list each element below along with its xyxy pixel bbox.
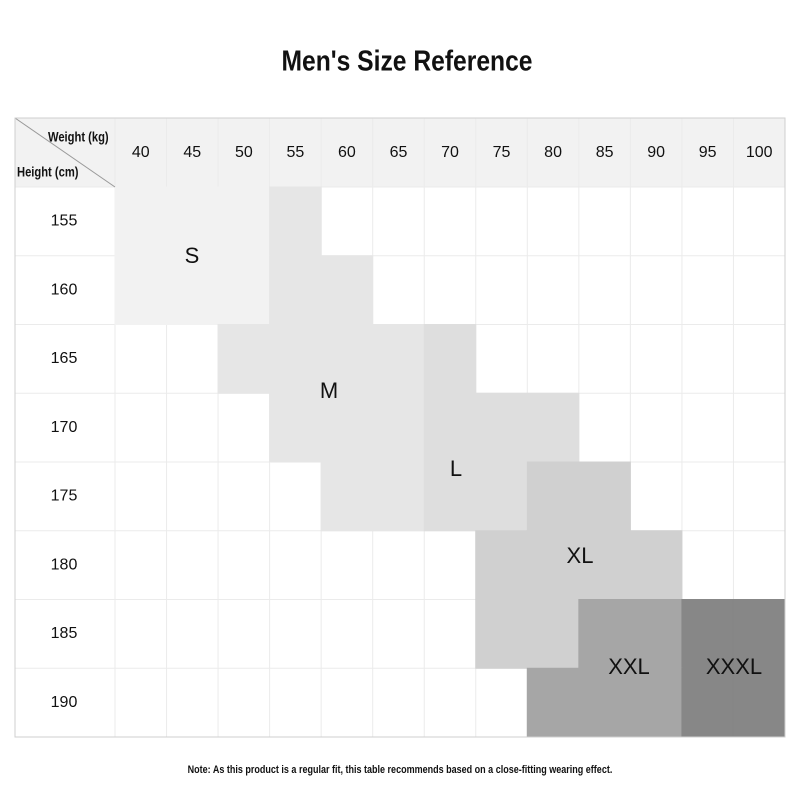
size-cell	[217, 186, 271, 257]
weight-label: 90	[647, 144, 665, 161]
size-cell	[475, 599, 528, 669]
size-cell	[269, 392, 322, 463]
height-label: 180	[51, 556, 78, 573]
weight-label: 85	[596, 144, 614, 161]
size-cell	[269, 186, 322, 257]
header-row	[15, 118, 785, 187]
size-cell	[372, 392, 425, 463]
corner-diagonal	[14, 117, 116, 188]
height-label: 165	[51, 350, 78, 367]
size-cell	[114, 186, 168, 257]
weight-label: 80	[544, 144, 562, 161]
height-label: 190	[51, 694, 78, 711]
height-header: Height (cm)	[17, 165, 78, 180]
size-cell	[269, 255, 322, 325]
size-cell	[629, 667, 683, 738]
height-label: 175	[51, 488, 78, 505]
size-cell	[423, 392, 477, 463]
size-cell	[526, 392, 580, 463]
size-label: S	[185, 243, 200, 268]
size-cell	[423, 461, 477, 532]
size-cell	[320, 461, 374, 532]
weight-label: 70	[441, 144, 459, 161]
size-cell	[372, 324, 425, 394]
size-cell	[732, 599, 786, 669]
size-label: L	[450, 456, 462, 481]
size-cell	[681, 667, 734, 738]
weight-label: 60	[338, 144, 356, 161]
weight-header: Weight (kg)	[48, 130, 109, 145]
size-cell	[320, 392, 374, 463]
size-cell	[578, 530, 631, 600]
height-label: 155	[51, 213, 78, 230]
size-cell	[526, 599, 580, 669]
height-label: 160	[51, 281, 78, 298]
size-cell	[217, 324, 271, 394]
size-cell	[269, 324, 322, 394]
size-cell	[114, 255, 168, 325]
size-cell	[475, 392, 528, 463]
height-label: 185	[51, 625, 78, 642]
size-label: XL	[567, 543, 594, 568]
weight-label: 45	[183, 144, 201, 161]
weight-label: 50	[235, 144, 253, 161]
weight-label: 95	[699, 144, 717, 161]
size-label: M	[320, 378, 338, 403]
size-label: XXL	[608, 654, 650, 679]
weight-label: 65	[390, 144, 408, 161]
size-cell	[732, 667, 786, 738]
weight-label: 100	[746, 144, 773, 161]
footnote: Note: As this product is a regular fit, …	[188, 764, 613, 776]
size-cell	[578, 667, 631, 738]
size-cell	[629, 530, 683, 600]
size-cell	[475, 461, 528, 532]
size-cell	[166, 255, 219, 325]
weight-label: 40	[132, 144, 150, 161]
title: Men's Size Reference	[281, 45, 532, 77]
size-cell	[526, 461, 580, 532]
size-cell	[629, 599, 683, 669]
weight-label: 55	[286, 144, 304, 161]
size-cell	[578, 461, 631, 532]
table-border	[14, 117, 786, 738]
size-label: XXXL	[706, 654, 762, 679]
table: 40 45 50 55 60 65 70 75 80 85 90 95 100 155 160 165 170 1…	[14, 117, 786, 738]
size-cell	[372, 461, 425, 532]
height-label: 170	[51, 419, 78, 436]
size-cell	[526, 667, 580, 738]
weight-label: 75	[493, 144, 511, 161]
size-cell	[475, 530, 528, 600]
size-cell	[320, 255, 374, 325]
size-cell	[423, 324, 477, 394]
size-cell	[217, 255, 271, 325]
